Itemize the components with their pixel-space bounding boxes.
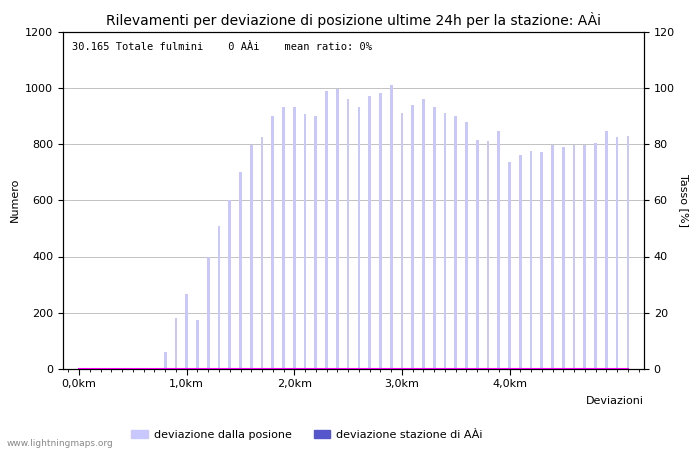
Bar [196, 320, 199, 369]
Bar [551, 145, 554, 369]
Bar [400, 113, 403, 369]
Bar [207, 256, 209, 369]
Bar [293, 108, 295, 369]
Percentuale stazione di AÀi [75, 366, 83, 372]
Bar [218, 225, 220, 369]
Title: Rilevamenti per deviazione di posizione ultime 24h per la stazione: AÀi: Rilevamenti per deviazione di posizione … [106, 12, 601, 27]
Text: www.lightningmaps.org: www.lightningmaps.org [7, 439, 113, 448]
Percentuale stazione di AÀi [580, 366, 589, 372]
Bar [530, 151, 533, 369]
Bar [78, 368, 80, 369]
Bar [282, 108, 285, 369]
Bar [358, 108, 360, 369]
Bar [142, 368, 145, 369]
Percentuale stazione di AÀi [118, 366, 127, 372]
Bar [626, 135, 629, 369]
Bar [390, 85, 393, 369]
Bar [336, 89, 339, 369]
Bar [346, 99, 349, 369]
Bar [594, 143, 597, 369]
Percentuale stazione di AÀi [430, 366, 438, 372]
Bar [519, 155, 522, 369]
Bar [540, 153, 543, 369]
Percentuale stazione di AÀi [409, 366, 417, 372]
Bar [422, 99, 425, 369]
Percentuale stazione di AÀi [624, 366, 632, 372]
Bar [584, 145, 586, 369]
Bar [174, 319, 177, 369]
Bar [433, 108, 435, 369]
Bar [379, 94, 382, 369]
Bar [164, 352, 167, 369]
Bar [272, 116, 274, 369]
Bar [304, 114, 307, 369]
Bar [498, 131, 500, 369]
Bar [260, 137, 263, 369]
Bar [465, 122, 468, 369]
Bar [228, 200, 231, 369]
Bar [454, 116, 457, 369]
Bar [562, 147, 565, 369]
Text: Deviazioni: Deviazioni [586, 396, 644, 406]
Bar [326, 90, 328, 369]
Y-axis label: Tasso [%]: Tasso [%] [679, 174, 689, 227]
Bar [486, 141, 489, 369]
Bar [476, 140, 479, 369]
Percentuale stazione di AÀi [269, 366, 277, 372]
Y-axis label: Numero: Numero [10, 178, 20, 222]
Bar [573, 145, 575, 369]
Text: 30.165 Totale fulmini    0 AÀi    mean ratio: 0%: 30.165 Totale fulmini 0 AÀi mean ratio: … [71, 42, 372, 52]
Bar [508, 162, 511, 369]
Bar [444, 113, 447, 369]
Bar [616, 137, 618, 369]
Bar [239, 172, 242, 369]
Bar [412, 105, 414, 369]
Bar [314, 116, 317, 369]
Percentuale stazione di AÀi [333, 366, 342, 372]
Bar [186, 294, 188, 369]
Bar [250, 145, 253, 369]
Bar [605, 131, 608, 369]
Bar [368, 96, 371, 369]
